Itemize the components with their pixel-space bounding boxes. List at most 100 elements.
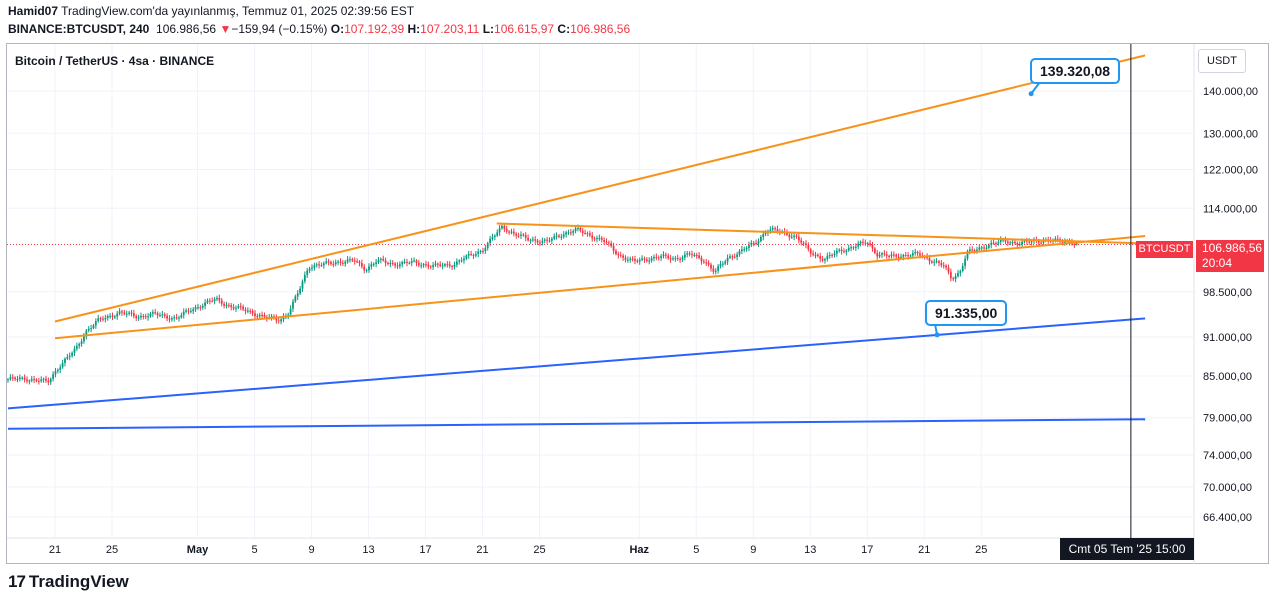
- candle-body: [1061, 241, 1064, 243]
- candle-body: [572, 231, 575, 233]
- candle-body: [826, 255, 829, 260]
- candle-body: [795, 235, 798, 237]
- candle-body: [759, 236, 762, 242]
- candle-body: [365, 270, 368, 272]
- candle-body: [524, 235, 527, 238]
- callout-lower-price[interactable]: 91.335,00: [925, 300, 1008, 326]
- bar-countdown: 20:04: [1202, 256, 1233, 270]
- candle-body: [866, 243, 869, 245]
- candle-body: [154, 312, 157, 314]
- candle-body: [463, 258, 465, 261]
- candle-body: [911, 253, 914, 256]
- candle-body: [175, 317, 178, 319]
- tradingview-logo[interactable]: 17 TradingView: [8, 572, 129, 592]
- candle-body: [702, 261, 705, 263]
- candle-body: [503, 225, 506, 229]
- candle-body: [432, 265, 434, 267]
- candle-body: [985, 247, 988, 249]
- low-value: 106.615,97: [494, 22, 555, 36]
- candle-body: [66, 356, 69, 359]
- candle-body: [862, 241, 864, 243]
- candle-body: [330, 262, 332, 264]
- candle-body: [581, 230, 584, 234]
- candle-body: [776, 229, 779, 232]
- ohlc-header: BINANCE:BTCUSDT, 240 106.986,56 ▼−159,94…: [8, 22, 630, 36]
- candle-body: [942, 265, 945, 267]
- candle-body: [828, 254, 831, 256]
- candle-body: [745, 248, 748, 250]
- candle-body: [45, 378, 47, 381]
- candle-body: [246, 310, 249, 312]
- candle-body: [223, 303, 225, 306]
- candle-body: [947, 267, 950, 272]
- candle-body: [650, 258, 653, 261]
- blue-flat: [7, 418, 1146, 430]
- candle-body: [318, 264, 320, 266]
- candle-body: [567, 232, 570, 234]
- currency-selector[interactable]: USDT: [1198, 49, 1246, 73]
- candle-body: [182, 311, 185, 316]
- candle-body: [900, 256, 902, 258]
- candle-body: [527, 237, 529, 241]
- candle-body: [256, 316, 259, 318]
- orange-lower-rising: [54, 235, 1146, 340]
- candle-body: [349, 259, 351, 261]
- candle-body: [505, 228, 508, 232]
- x-tick-label: 25: [533, 544, 545, 556]
- candle-body: [740, 249, 743, 252]
- y-tick-label: 140.000,00: [1203, 86, 1258, 98]
- axes: 140.000,00 130.000,00 122.000,00 114.000,00…: [7, 44, 1258, 564]
- symbol-legend[interactable]: Bitcoin / TetherUS · 4sa · BINANCE: [15, 54, 215, 68]
- candle-body: [156, 313, 159, 316]
- candle-body: [75, 345, 78, 349]
- candle-body: [885, 254, 888, 256]
- candle-body: [536, 240, 539, 243]
- candle-body: [42, 378, 45, 380]
- x-tick-label: 17: [419, 544, 431, 556]
- candle-body: [864, 242, 867, 244]
- candle-body: [515, 233, 518, 236]
- author-name[interactable]: Hamid07: [8, 4, 59, 18]
- candle-body: [106, 316, 109, 319]
- candle-body: [263, 314, 266, 317]
- candle-body: [49, 378, 52, 383]
- candle-body: [446, 264, 449, 266]
- candle-body: [249, 310, 252, 312]
- candle-body: [306, 270, 309, 275]
- candle-body: [1028, 241, 1031, 243]
- candle-body: [401, 262, 404, 265]
- y-tick-label: 122.000,00: [1203, 165, 1258, 177]
- candle-body: [417, 262, 420, 266]
- candle-body: [800, 240, 803, 243]
- candle-body: [752, 242, 755, 244]
- candle-body: [118, 311, 121, 314]
- candle-body: [137, 317, 140, 319]
- candle-body: [667, 255, 670, 259]
- callout-upper-price[interactable]: 139.320,08: [1030, 58, 1121, 84]
- candle-body: [1009, 242, 1012, 244]
- candle-body: [821, 258, 824, 261]
- candle-body: [360, 263, 363, 267]
- candle-body: [140, 315, 142, 318]
- candle-body: [396, 265, 399, 267]
- candle-body: [600, 237, 603, 240]
- candle-body: [560, 236, 563, 238]
- candle-body: [731, 256, 734, 258]
- candle-body: [121, 311, 123, 313]
- candle-body: [726, 257, 729, 262]
- candle-body: [529, 240, 532, 242]
- candle-body: [427, 264, 430, 267]
- candle-body: [244, 309, 247, 312]
- y-tick-label: 66.400,00: [1203, 512, 1252, 524]
- candle-body: [1023, 240, 1026, 242]
- candle-body: [225, 305, 228, 307]
- candle-body: [534, 239, 537, 241]
- candle-body: [574, 228, 577, 232]
- candle-body: [7, 379, 9, 381]
- candle-body: [458, 260, 461, 262]
- candle-body: [1014, 241, 1016, 244]
- candle-body: [721, 263, 724, 265]
- candle-body: [1030, 241, 1033, 243]
- candle-body: [607, 242, 610, 244]
